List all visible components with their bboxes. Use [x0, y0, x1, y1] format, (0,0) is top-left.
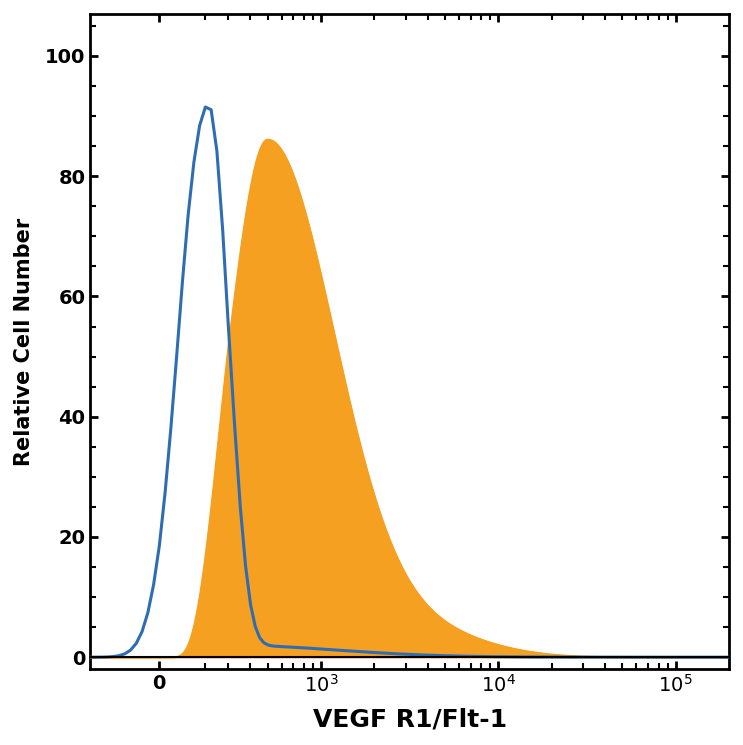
X-axis label: VEGF R1/Flt-1: VEGF R1/Flt-1 [313, 707, 507, 731]
Y-axis label: Relative Cell Number: Relative Cell Number [14, 218, 34, 466]
